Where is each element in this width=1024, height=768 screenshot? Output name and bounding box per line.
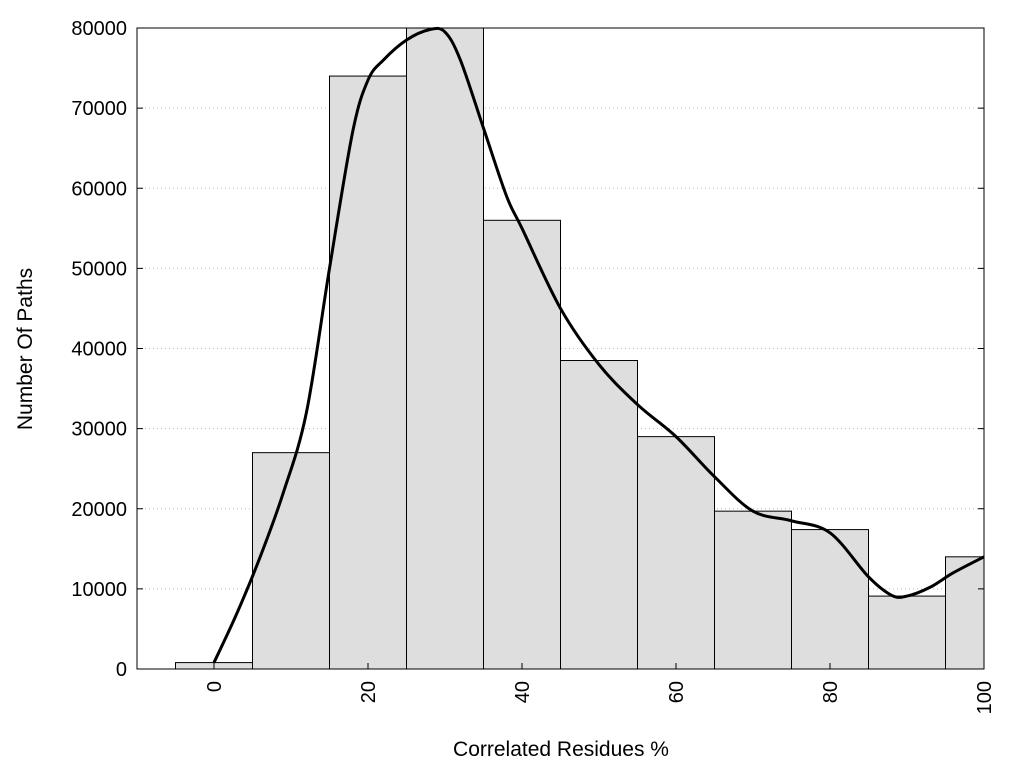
x-tick-label: 80 (820, 681, 842, 703)
bar (868, 595, 946, 670)
x-tick-label: 0 (204, 681, 226, 692)
y-tick-label: 40000 (71, 339, 127, 361)
bar (406, 27, 484, 670)
y-tick-label: 80000 (71, 18, 127, 40)
density-curve-line (212, 26, 985, 664)
y-tick-label: 60000 (71, 178, 127, 200)
bar (560, 360, 638, 670)
y-tick-label: 10000 (71, 579, 127, 601)
bar (791, 529, 869, 670)
x-axis: 0 20 40 60 80 100 (204, 663, 996, 714)
bars (175, 27, 985, 670)
y-axis-label: Number Of Paths (14, 268, 37, 430)
y-axis: 0 10000 20000 30000 40000 50000 60000 70000 8000… (71, 18, 984, 681)
y-tick-label: 30000 (71, 419, 127, 441)
y-tick-label: 70000 (71, 98, 127, 120)
x-tick-label: 60 (666, 681, 688, 703)
x-axis-label: Correlated Residues % (453, 738, 669, 761)
bar (637, 436, 715, 670)
x-tick-label: 20 (358, 681, 380, 703)
bar (252, 452, 330, 670)
bar (329, 75, 407, 670)
x-tick-label: 40 (512, 681, 534, 703)
y-tick-label: 50000 (71, 258, 127, 280)
bar (714, 510, 792, 670)
y-tick-label: 0 (116, 659, 127, 681)
x-tick-label: 100 (974, 681, 996, 714)
density-curve (212, 26, 985, 664)
y-tick-label: 20000 (71, 499, 127, 521)
